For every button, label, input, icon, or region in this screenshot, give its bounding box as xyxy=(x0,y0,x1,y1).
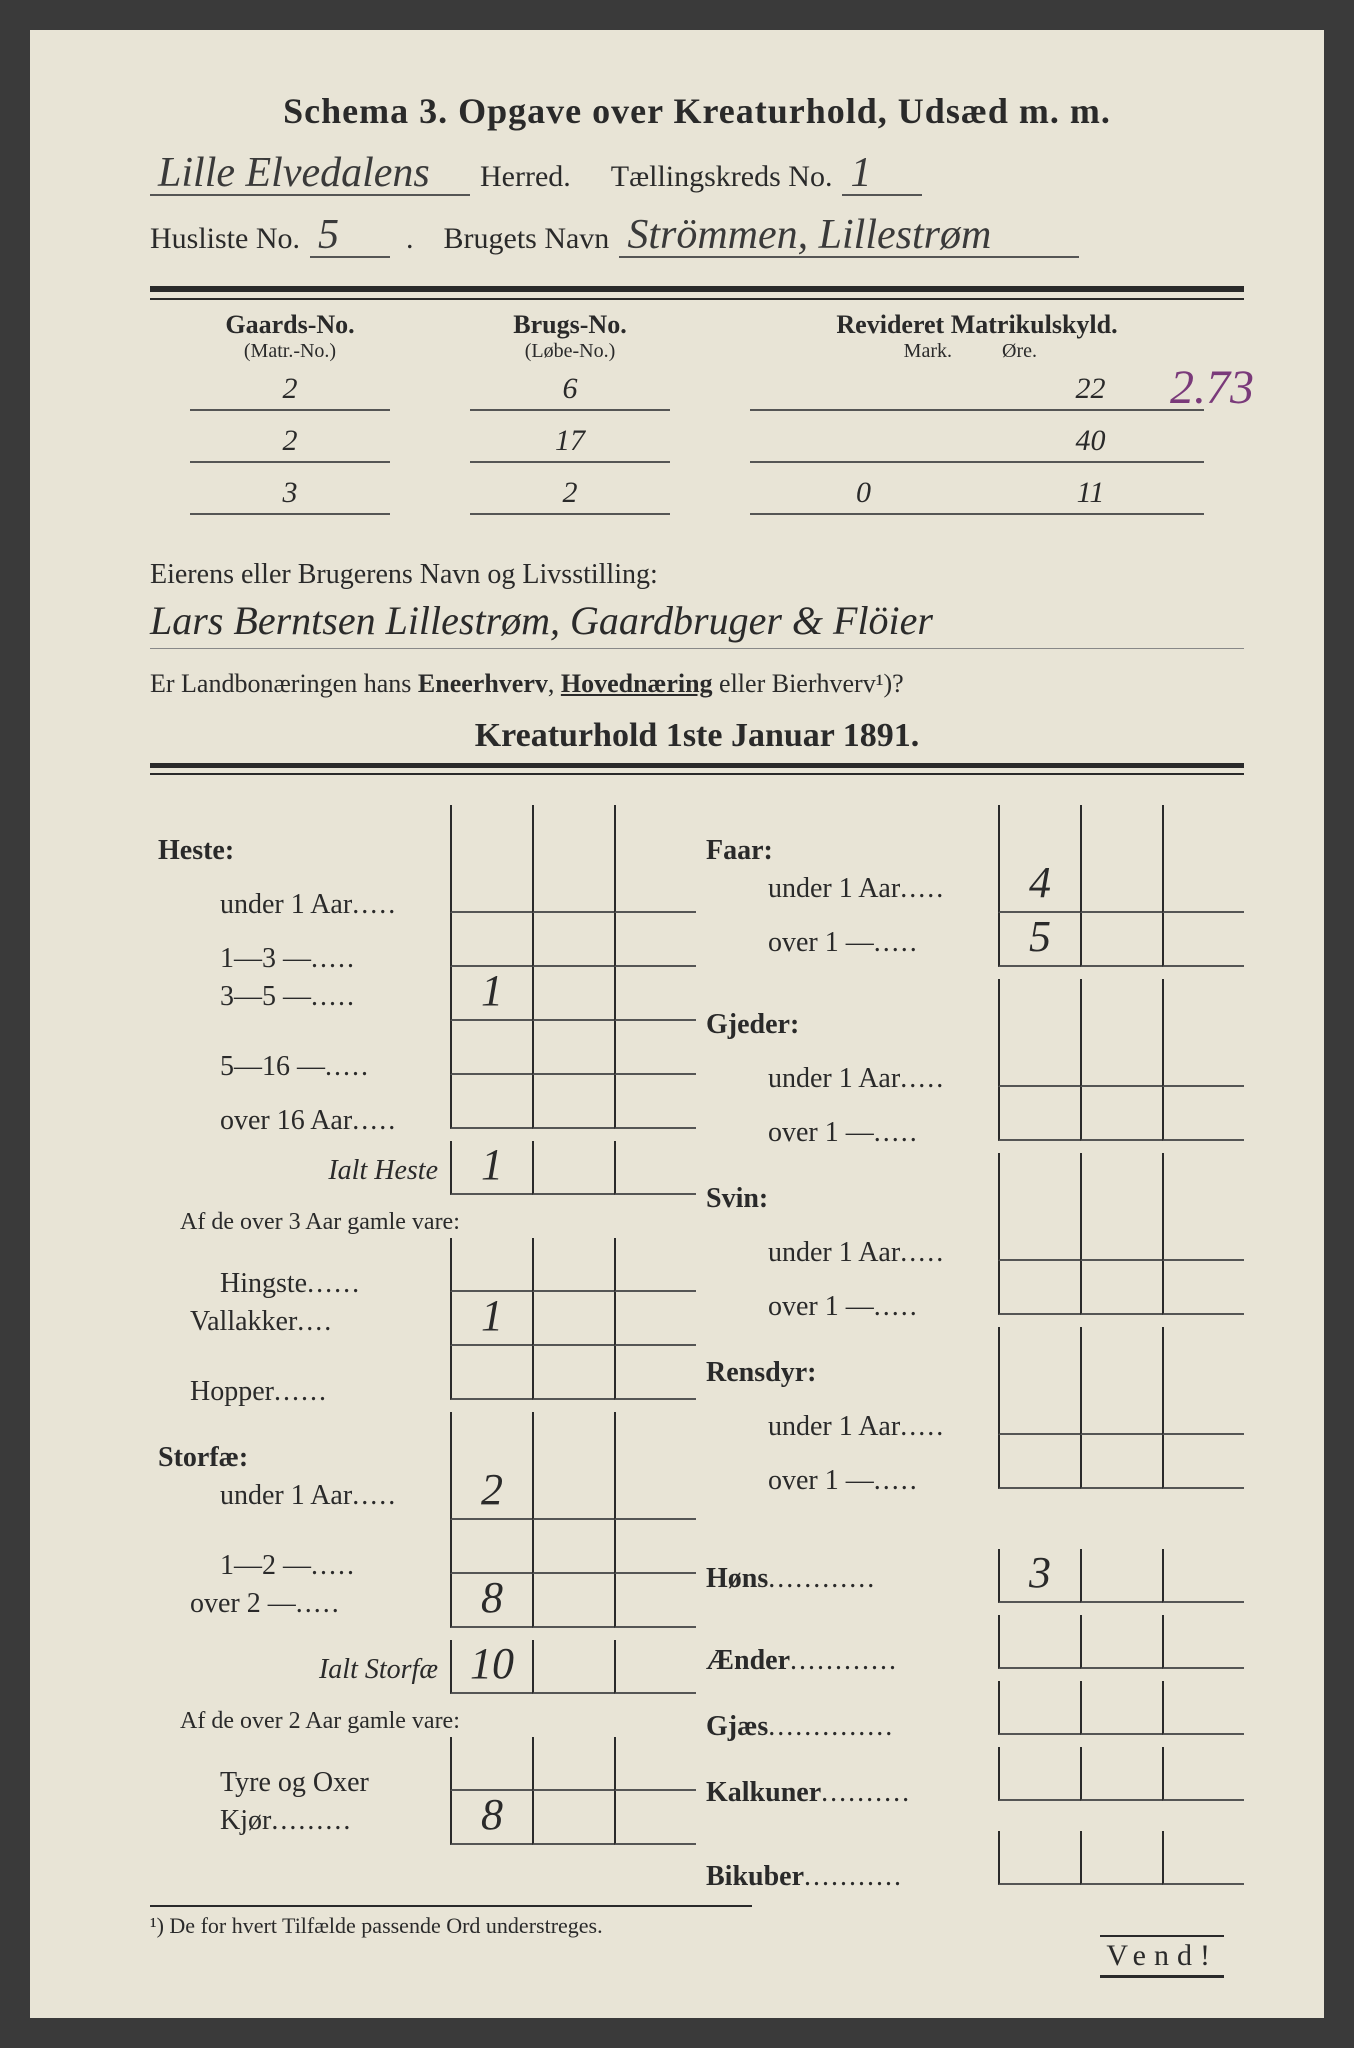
row-label: over 2 —..... xyxy=(150,1588,450,1620)
bruget-handwritten: Strömmen, Lillestrøm xyxy=(619,214,1079,258)
col-matrikul-header: Revideret Matrikulskyld. xyxy=(710,310,1244,340)
livestock-columns: Heste: under 1 Aar..... 1—3 —..... 3—5 —… xyxy=(150,775,1244,1885)
value-cell: 3 xyxy=(998,1549,1080,1603)
cell-m: 22 xyxy=(750,367,1204,411)
value-cell: 5 xyxy=(998,913,1080,967)
cell-m: 40 xyxy=(750,419,1204,463)
row-label: 1—2 —..... xyxy=(150,1550,450,1582)
husliste-handwritten: 5 xyxy=(310,214,390,258)
row-label: under 1 Aar..... xyxy=(698,1411,998,1443)
row-label: over 1 —..... xyxy=(698,927,998,959)
ialt-heste-label: Ialt Heste xyxy=(150,1155,450,1187)
value-cell: 8 xyxy=(450,1791,532,1845)
owner-handwritten: Lars Berntsen Lillestrøm, Gaardbruger & … xyxy=(150,597,1244,649)
bikuber-label: Bikuber........... xyxy=(698,1861,998,1893)
owner-block: Eierens eller Brugerens Navn og Livsstil… xyxy=(150,559,1244,699)
ialt-storfae-label: Ialt Storfæ xyxy=(150,1654,450,1686)
row-label: under 1 Aar..... xyxy=(698,1237,998,1269)
col-gaards-header: Gaards-No. xyxy=(150,310,430,340)
cell-m: 0 11 xyxy=(750,471,1204,515)
cell-b: 2 xyxy=(470,471,670,515)
faar-header: Faar: xyxy=(698,835,998,867)
footnote: ¹) De for hvert Tilfælde passende Ord un… xyxy=(150,1905,752,1939)
value-cell: 1 xyxy=(450,1141,532,1195)
cell-g: 2 xyxy=(190,367,390,411)
header-line-2: Husliste No. 5 . Brugets Navn Strömmen, … xyxy=(150,214,1244,258)
header-line-1: Lille Elvedalens Herred. Tællingskreds N… xyxy=(150,152,1244,196)
row-label: Vallakker.... xyxy=(150,1306,450,1338)
hons-label: Høns............ xyxy=(698,1563,998,1595)
svin-header: Svin: xyxy=(698,1183,998,1215)
row-label: over 1 —..... xyxy=(698,1291,998,1323)
husliste-label: Husliste No. xyxy=(150,222,300,256)
row-label: under 1 Aar..... xyxy=(150,1480,450,1512)
row-label: over 1 —..... xyxy=(698,1117,998,1149)
row-label: over 16 Aar..... xyxy=(150,1105,450,1137)
matrikul-row: 2 6 22 xyxy=(150,363,1244,415)
row-label: 1—3 —..... xyxy=(150,943,450,975)
cell-g: 2 xyxy=(190,419,390,463)
row-label: under 1 Aar..... xyxy=(698,873,998,905)
row-label: 5—16 —..... xyxy=(150,1051,450,1083)
right-column: Faar: under 1 Aar.....4 over 1 —.....5 G… xyxy=(698,775,1244,1885)
herred-label: Herred. xyxy=(480,160,571,194)
value-cell: 1 xyxy=(450,1292,532,1346)
side-annotation: 2.73 xyxy=(1170,360,1254,415)
row-label: under 1 Aar..... xyxy=(698,1063,998,1095)
rule-top xyxy=(150,286,1244,300)
matrikul-block: Gaards-No. Brugs-No. Revideret Matrikuls… xyxy=(150,310,1244,519)
row-label: Tyre og Oxer xyxy=(150,1767,450,1799)
occupation-question: Er Landbonæringen hans Eneerhverv, Hoved… xyxy=(150,669,1244,699)
row-label: Kjør......... xyxy=(150,1805,450,1837)
kalkuner-label: Kalkuner.......... xyxy=(698,1777,998,1809)
storfae-header: Storfæ: xyxy=(150,1442,450,1474)
row-label: Hingste...... xyxy=(150,1268,450,1300)
col-gaards-sub: (Matr.-No.) xyxy=(150,340,430,363)
section-rule xyxy=(150,763,1244,775)
value-cell: 4 xyxy=(998,859,1080,913)
row-label: 3—5 —..... xyxy=(150,981,450,1013)
col-brugs-sub: (Løbe-No.) xyxy=(430,340,710,363)
sub-note-3aar: Af de over 3 Aar gamle vare: xyxy=(150,1207,696,1238)
matrikul-row: 3 2 0 11 xyxy=(150,467,1244,519)
census-form-page: Schema 3. Opgave over Kreaturhold, Udsæd… xyxy=(30,30,1324,2018)
value-cell: 1 xyxy=(450,967,532,1021)
cell-g: 3 xyxy=(190,471,390,515)
aender-label: Ænder............ xyxy=(698,1645,998,1677)
matrikul-row: 2 17 40 xyxy=(150,415,1244,467)
form-title: Schema 3. Opgave over Kreaturhold, Udsæd… xyxy=(150,90,1244,132)
cell-b: 6 xyxy=(470,367,670,411)
cell-b: 17 xyxy=(470,419,670,463)
row-label: under 1 Aar..... xyxy=(150,889,450,921)
sub-note-2aar: Af de over 2 Aar gamle vare: xyxy=(150,1706,696,1737)
gjeder-header: Gjeder: xyxy=(698,1009,998,1041)
row-label: Hopper...... xyxy=(150,1376,450,1408)
vend-label: Vend! xyxy=(1100,1935,1224,1978)
row-label: over 1 —..... xyxy=(698,1465,998,1497)
value-cell: 2 xyxy=(450,1466,532,1520)
value-cell: 10 xyxy=(450,1640,532,1694)
heste-header: Heste: xyxy=(150,835,450,867)
gjaes-label: Gjæs.............. xyxy=(698,1711,998,1743)
kreds-label: Tællingskreds No. xyxy=(611,160,833,194)
left-column: Heste: under 1 Aar..... 1—3 —..... 3—5 —… xyxy=(150,775,696,1885)
bruget-label: Brugets Navn xyxy=(444,222,610,256)
kreds-handwritten: 1 xyxy=(842,152,922,196)
rensdyr-header: Rensdyr: xyxy=(698,1357,998,1389)
owner-label: Eierens eller Brugerens Navn og Livsstil… xyxy=(150,559,1244,591)
herred-handwritten: Lille Elvedalens xyxy=(150,152,470,196)
mark-sub: Mark. xyxy=(710,340,992,363)
section-title: Kreaturhold 1ste Januar 1891. xyxy=(150,717,1244,755)
col-brugs-header: Brugs-No. xyxy=(430,310,710,340)
value-cell: 8 xyxy=(450,1574,532,1628)
